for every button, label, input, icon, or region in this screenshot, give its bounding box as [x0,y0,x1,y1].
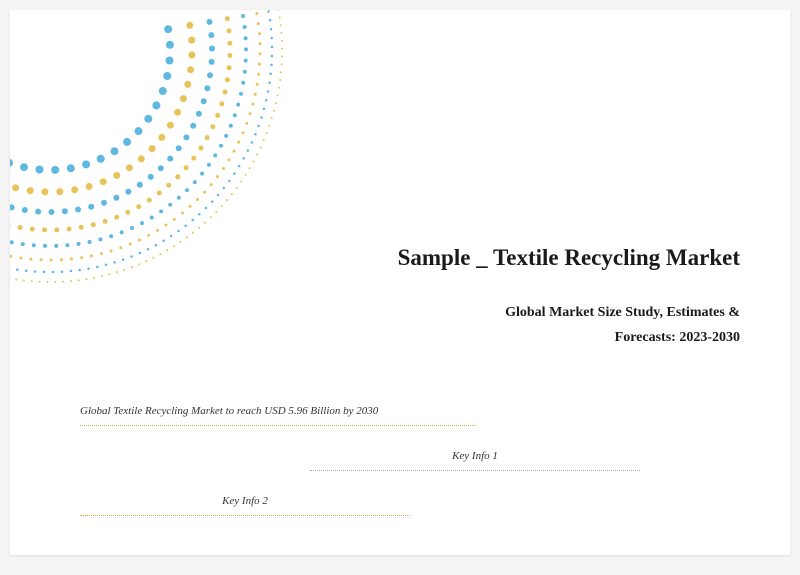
content-area: Sample _ Textile Recycling Market Global… [10,10,790,555]
divider-1 [310,470,640,471]
divider-2 [80,515,410,516]
key-info-2: Key Info 2 [80,495,410,507]
report-cover-page: Sample _ Textile Recycling Market Global… [10,10,790,555]
report-subtitle: Global Market Size Study, Estimates & Fo… [505,300,740,350]
key-info-1: Key Info 1 [310,450,640,462]
subtitle-line-2: Forecasts: 2023-2030 [615,330,740,345]
subtitle-line-1: Global Market Size Study, Estimates & [505,305,740,320]
report-title: Sample _ Textile Recycling Market [398,245,740,271]
divider-main [80,425,475,426]
key-info-main: Global Textile Recycling Market to reach… [80,405,480,417]
